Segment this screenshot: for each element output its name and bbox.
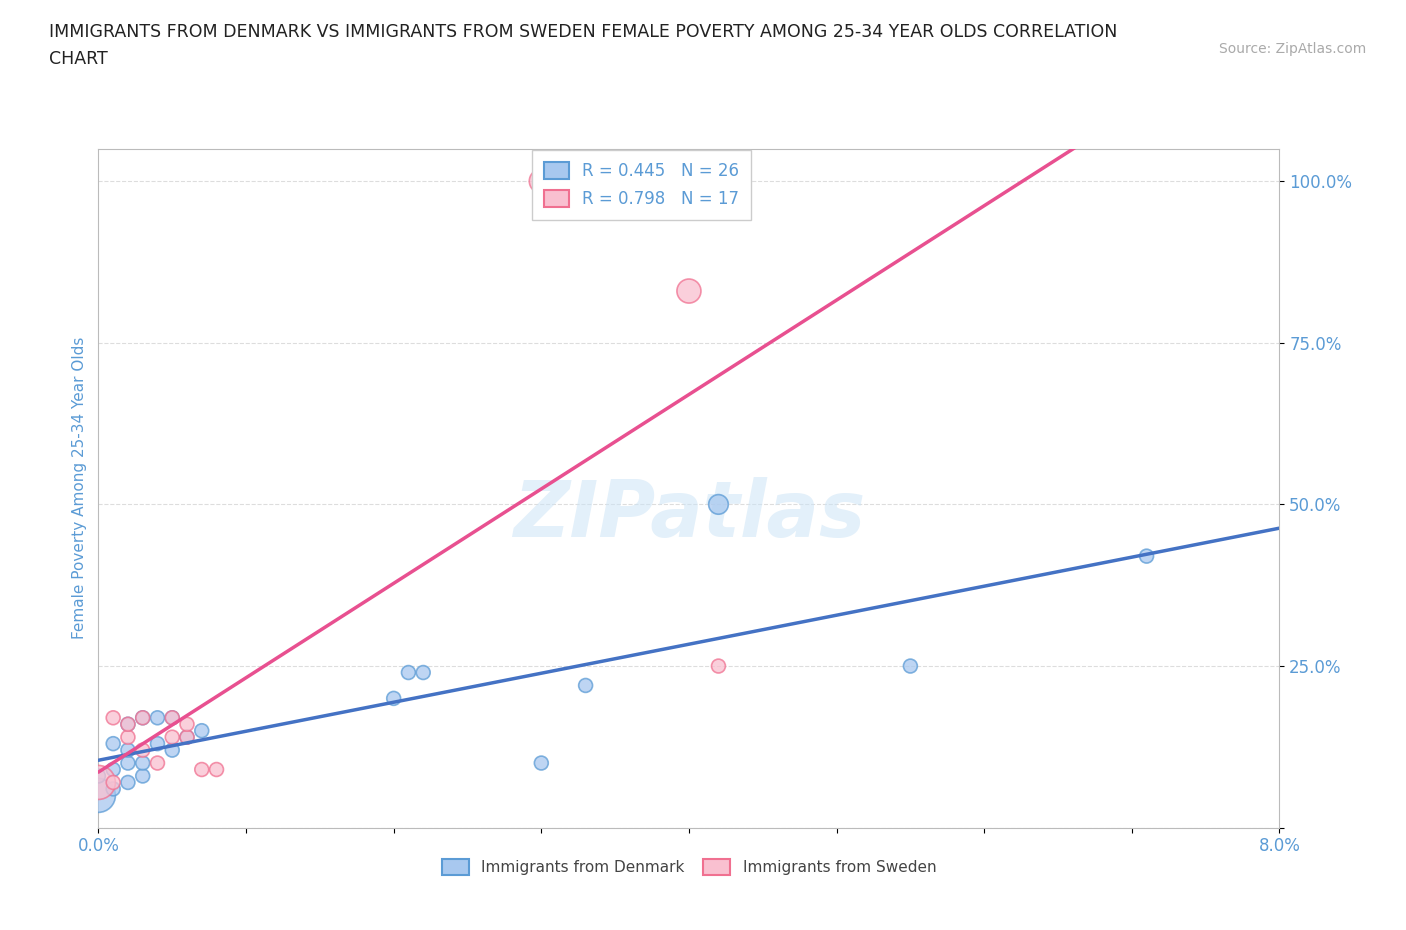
Point [678,284,700,299]
Point [530,755,553,770]
Legend: Immigrants from Denmark, Immigrants from Sweden: Immigrants from Denmark, Immigrants from… [436,853,942,881]
Point [146,737,169,751]
Point [1136,549,1159,564]
Point [205,762,228,777]
Point [191,762,214,777]
Point [132,755,155,770]
Point [117,755,139,770]
Point [87,775,110,790]
Point [382,691,405,706]
Point [900,658,922,673]
Point [412,665,434,680]
Point [103,737,125,751]
Point [103,711,125,725]
Text: IMMIGRANTS FROM DENMARK VS IMMIGRANTS FROM SWEDEN FEMALE POVERTY AMONG 25-34 YEA: IMMIGRANTS FROM DENMARK VS IMMIGRANTS FR… [49,23,1118,68]
Point [132,711,155,725]
Point [132,743,155,758]
Point [146,711,169,725]
Point [117,730,139,745]
Point [117,743,139,758]
Point [117,775,139,790]
Point [707,497,730,512]
Point [398,665,420,680]
Point [530,174,553,189]
Text: ZIPatlas: ZIPatlas [513,477,865,553]
Point [87,788,110,803]
Point [575,678,598,693]
Point [176,717,198,732]
Point [162,743,183,758]
Y-axis label: Female Poverty Among 25-34 Year Olds: Female Poverty Among 25-34 Year Olds [72,337,87,640]
Point [707,658,730,673]
Point [162,711,183,725]
Point [146,755,169,770]
Point [132,711,155,725]
Point [176,730,198,745]
Point [176,730,198,745]
Text: Source: ZipAtlas.com: Source: ZipAtlas.com [1219,42,1367,56]
Point [87,768,110,783]
Point [191,724,214,738]
Point [103,781,125,796]
Point [103,775,125,790]
Point [132,768,155,783]
Point [117,717,139,732]
Point [162,730,183,745]
Point [117,717,139,732]
Point [162,711,183,725]
Point [103,762,125,777]
